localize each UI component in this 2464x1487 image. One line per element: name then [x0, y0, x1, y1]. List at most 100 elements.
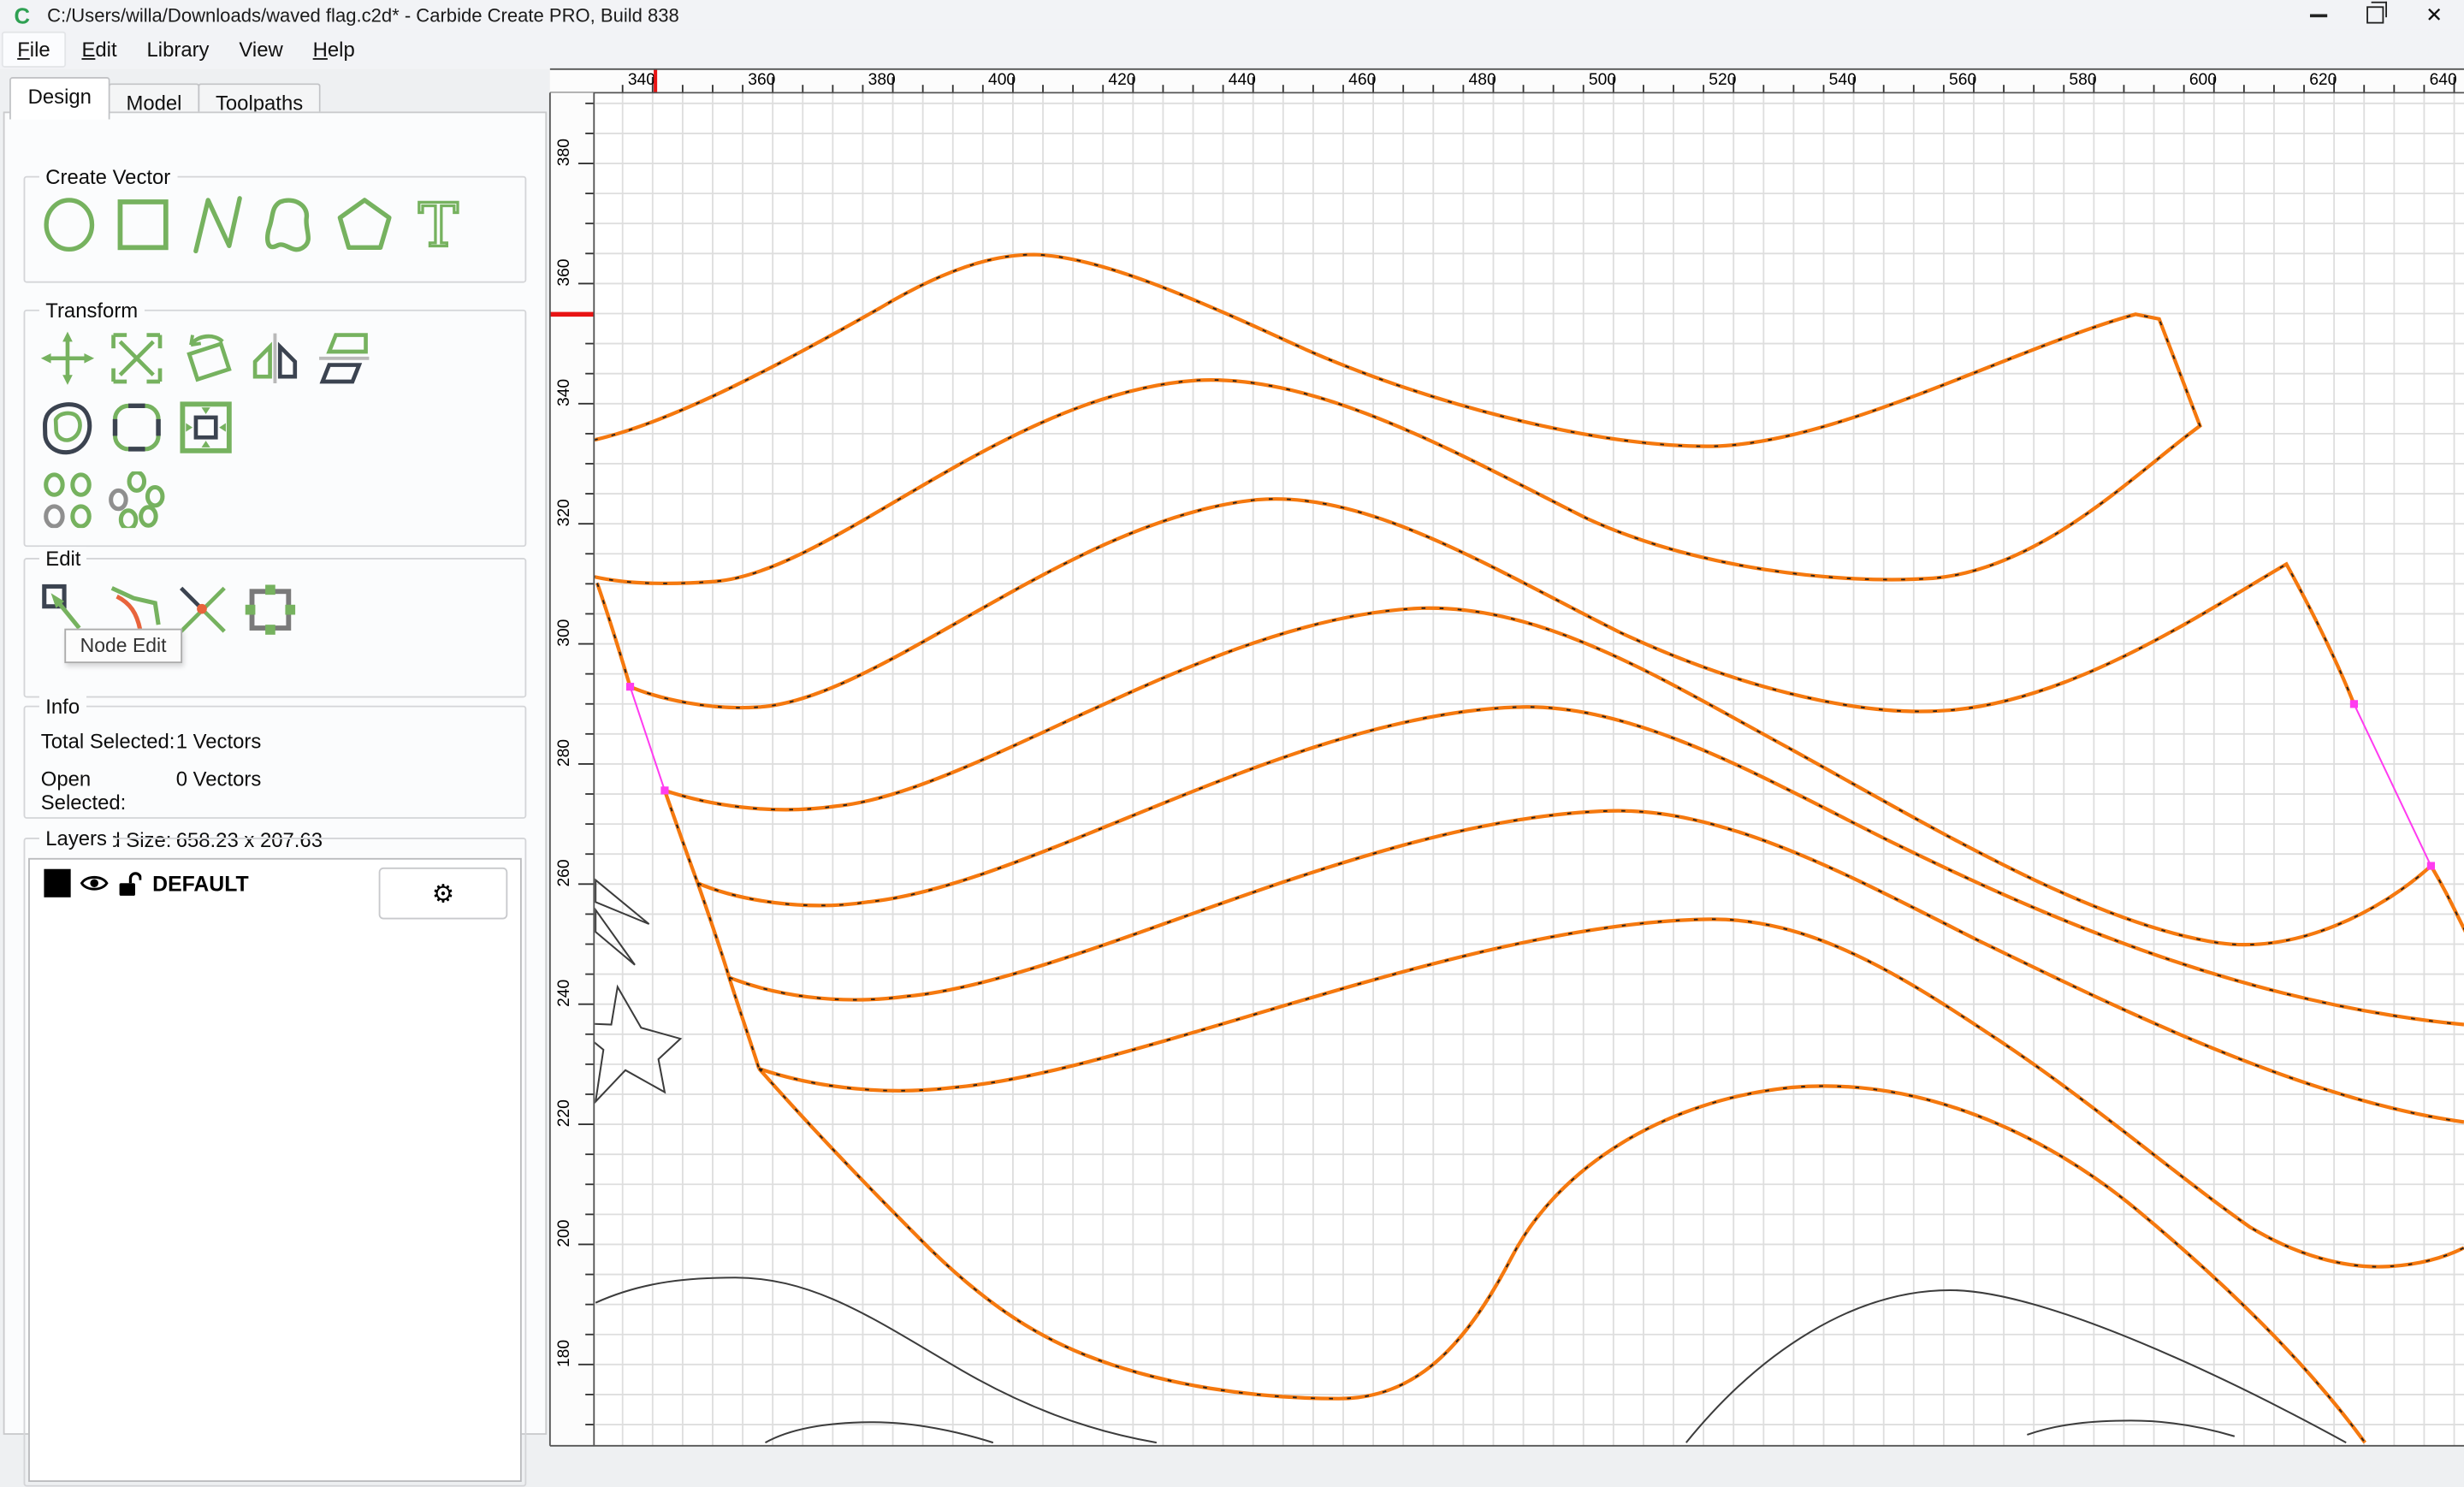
gear-icon: ⚙ — [431, 880, 455, 908]
star-fragment-2[interactable] — [595, 907, 636, 966]
svg-text:180: 180 — [555, 1340, 573, 1367]
selected-flag-vector[interactable] — [594, 252, 2464, 1444]
selection-dashes — [595, 253, 2201, 584]
text-tool[interactable]: T — [407, 193, 470, 256]
offset-tool[interactable] — [38, 400, 98, 456]
selection-dashes — [596, 583, 761, 1069]
title-bar: C C:/Users/willa/Downloads/waved flag.c2… — [0, 0, 2464, 30]
polygon-tool[interactable] — [333, 193, 395, 256]
fillet-icon — [112, 403, 161, 452]
vector-node[interactable] — [625, 683, 635, 691]
layer-color-swatch[interactable] — [44, 868, 71, 898]
polyline-icon — [193, 196, 242, 254]
svg-text:640: 640 — [2430, 71, 2457, 89]
rotate-tool[interactable] — [176, 330, 236, 387]
menu-file[interactable]: File — [1, 31, 67, 68]
grid-lines — [595, 92, 2464, 1446]
layer-settings-button[interactable]: ⚙ — [378, 867, 508, 920]
svg-text:400: 400 — [988, 71, 1016, 89]
move-icon — [40, 331, 95, 385]
gray-curve-bottom-left[interactable] — [595, 1277, 1158, 1444]
highlight-segment-left[interactable] — [629, 686, 666, 791]
curve-edit-tool[interactable] — [105, 582, 165, 638]
stripe-curve-6[interactable] — [728, 809, 2464, 1124]
svg-text:460: 460 — [1348, 71, 1376, 89]
circle-icon — [44, 198, 95, 252]
polygon-icon — [337, 198, 392, 251]
curve-edit-icon — [110, 586, 161, 631]
svg-text:420: 420 — [1108, 71, 1135, 89]
svg-text:560: 560 — [1949, 71, 1976, 89]
highlighted-segments[interactable] — [625, 683, 2436, 870]
star-outline[interactable] — [571, 984, 683, 1104]
menu-view[interactable]: View — [239, 38, 283, 62]
trim-tool[interactable] — [173, 582, 233, 638]
vector-node[interactable] — [2426, 862, 2436, 870]
info-value: 658.23 x 207.63 — [175, 827, 323, 852]
layer-visibility-eye-icon[interactable] — [80, 871, 109, 896]
transform-group: Transform — [23, 298, 527, 548]
shrink-tool[interactable] — [176, 400, 236, 456]
close-button[interactable]: ✕ — [2408, 0, 2461, 30]
svg-text:600: 600 — [2189, 71, 2217, 89]
info-label: Total Selected: — [40, 729, 175, 753]
vector-node[interactable] — [2349, 700, 2359, 708]
select-box-tool[interactable] — [240, 582, 300, 638]
shrink-icon — [180, 401, 232, 453]
fillet-tool[interactable] — [107, 400, 167, 456]
gray-arc-small-right[interactable] — [2027, 1419, 2236, 1437]
layer-unlocked-icon[interactable] — [116, 871, 142, 898]
ruler-top-position-marker — [654, 68, 658, 93]
canvas-background[interactable] — [549, 68, 2464, 1446]
node-edit-tool[interactable] — [38, 582, 98, 638]
align-tool[interactable] — [38, 471, 98, 529]
transform-title: Transform — [38, 298, 145, 323]
align-icon — [44, 472, 92, 529]
layer-row[interactable]: DEFAULT ⚙ — [30, 860, 520, 920]
stripe-curve-5[interactable] — [696, 705, 2464, 1027]
highlight-segment-right[interactable] — [2353, 703, 2432, 867]
tab-design[interactable]: Design — [9, 76, 110, 120]
distribute-tool[interactable] — [107, 471, 167, 529]
move-tool[interactable] — [38, 330, 98, 387]
svg-text:340: 340 — [628, 71, 655, 89]
svg-text:620: 620 — [2309, 71, 2337, 89]
svg-text:360: 360 — [748, 71, 775, 89]
app-logo-icon: C — [14, 3, 31, 29]
curve-icon — [265, 198, 311, 252]
vector-node[interactable] — [660, 786, 669, 795]
layer-name: DEFAULT — [152, 872, 249, 896]
rectangle-tool[interactable] — [111, 193, 174, 256]
star-fragment-1[interactable] — [595, 878, 650, 925]
circle-tool[interactable] — [38, 193, 100, 256]
maximize-button[interactable] — [2348, 0, 2401, 30]
mirror-icon — [252, 333, 298, 383]
create-vector-title: Create Vector — [38, 164, 177, 189]
svg-text:200: 200 — [555, 1220, 573, 1247]
svg-text:300: 300 — [555, 619, 573, 647]
curve-tool[interactable] — [259, 193, 322, 256]
stripe-curve-4[interactable] — [664, 606, 2464, 947]
gray-curve-bottom-right[interactable] — [1685, 1289, 2347, 1444]
menu-library[interactable]: Library — [146, 38, 210, 62]
menu-edit[interactable]: Edit — [81, 38, 117, 62]
select-box-icon — [245, 584, 296, 635]
edit-title: Edit — [38, 547, 87, 571]
mirror-tool[interactable] — [246, 330, 305, 387]
window-title: C:/Users/willa/Downloads/waved flag.c2d*… — [47, 4, 679, 27]
unselected-vectors[interactable] — [571, 878, 2347, 1444]
menu-help[interactable]: Help — [312, 38, 355, 62]
polyline-tool[interactable] — [186, 193, 248, 256]
layer-list: DEFAULT ⚙ — [28, 857, 522, 1483]
svg-text:360: 360 — [555, 258, 573, 286]
scale-tool[interactable] — [107, 330, 167, 387]
minimize-button[interactable] — [2291, 0, 2344, 30]
stripe-curve-3[interactable] — [629, 497, 2356, 714]
stripe-curve-7[interactable] — [758, 917, 2464, 1269]
svg-text:320: 320 — [555, 499, 573, 526]
sidebar: Design Model Toolpaths Create Vector — [0, 68, 550, 1487]
flip-vertical-tool[interactable] — [314, 330, 374, 387]
svg-text:480: 480 — [1469, 71, 1496, 89]
gray-arc-small-left[interactable] — [764, 1421, 994, 1444]
